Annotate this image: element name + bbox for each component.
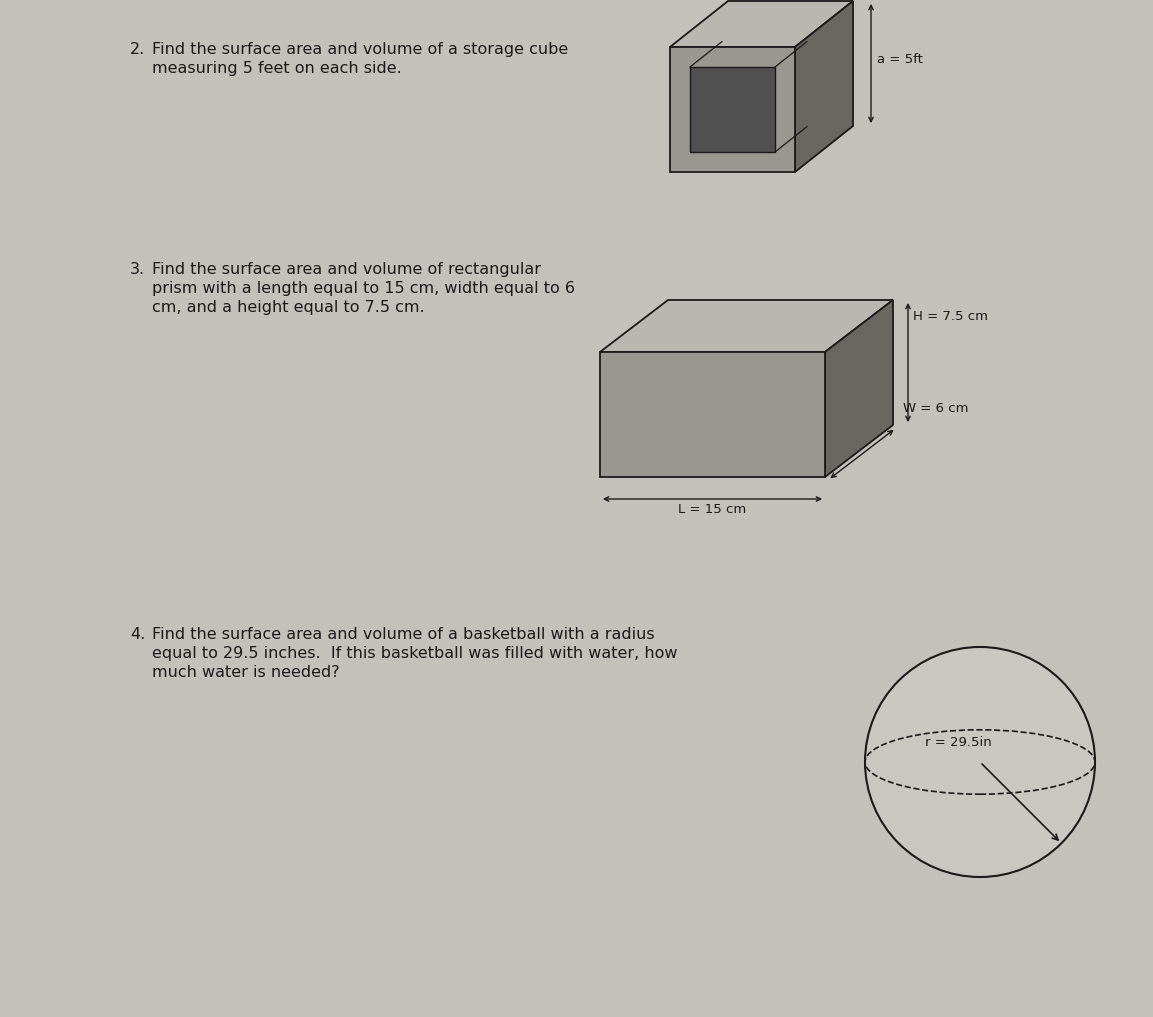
Polygon shape (826, 300, 894, 477)
Text: W = 6 cm: W = 6 cm (903, 403, 969, 416)
Text: equal to 29.5 inches.  If this basketball was filled with water, how: equal to 29.5 inches. If this basketball… (152, 646, 678, 661)
Text: H = 7.5 cm: H = 7.5 cm (913, 310, 988, 323)
Text: 2.: 2. (130, 42, 145, 57)
Polygon shape (600, 300, 894, 352)
Text: cm, and a height equal to 7.5 cm.: cm, and a height equal to 7.5 cm. (152, 300, 424, 315)
Polygon shape (689, 67, 775, 152)
Text: measuring 5 feet on each side.: measuring 5 feet on each side. (152, 61, 401, 76)
Text: L = 15 cm: L = 15 cm (678, 503, 747, 516)
Polygon shape (670, 47, 796, 172)
Text: a = 5ft: a = 5ft (877, 53, 922, 66)
Text: 4.: 4. (130, 627, 145, 642)
Polygon shape (670, 1, 853, 47)
Circle shape (865, 647, 1095, 877)
Text: Find the surface area and volume of a storage cube: Find the surface area and volume of a st… (152, 42, 568, 57)
Text: prism with a length equal to 15 cm, width equal to 6: prism with a length equal to 15 cm, widt… (152, 281, 575, 296)
Text: much water is needed?: much water is needed? (152, 665, 340, 680)
Text: Find the surface area and volume of a basketball with a radius: Find the surface area and volume of a ba… (152, 627, 655, 642)
Polygon shape (600, 352, 826, 477)
Text: Find the surface area and volume of rectangular: Find the surface area and volume of rect… (152, 262, 541, 277)
Text: 3.: 3. (130, 262, 145, 277)
Polygon shape (796, 1, 853, 172)
Text: r = 29.5in: r = 29.5in (925, 735, 992, 749)
